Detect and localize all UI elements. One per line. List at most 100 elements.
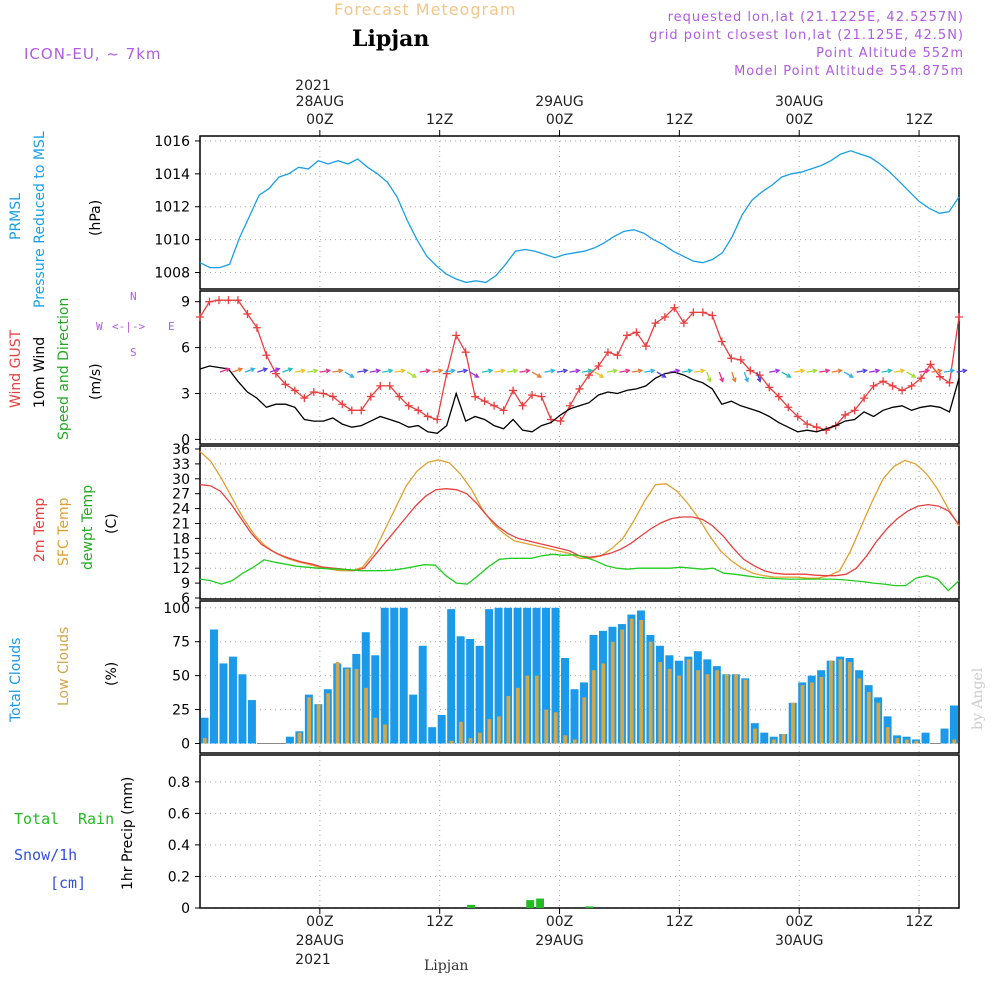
y-tick-label: 0 xyxy=(181,737,190,753)
top-hour-label: 00Z xyxy=(545,112,574,128)
station-name: Lipjan xyxy=(352,26,430,52)
cloud-low-bar xyxy=(800,685,805,744)
y-tick-label: 33 xyxy=(172,457,190,473)
footer-place: Lipjan xyxy=(424,958,469,974)
panel-frame xyxy=(199,290,960,445)
compass-rose: N S W E <-|-> xyxy=(90,290,180,360)
gust-marker xyxy=(641,342,650,351)
panel-frame xyxy=(199,600,960,754)
gust-marker xyxy=(698,308,707,317)
wind-arrow-icon xyxy=(656,371,667,378)
cloud-low-bar xyxy=(506,696,511,744)
y-tick-label: 6 xyxy=(181,341,190,357)
wind-arrow-icon xyxy=(631,368,644,374)
rain-bar xyxy=(526,900,535,908)
gust-marker xyxy=(784,403,793,412)
top-hour-label: 12Z xyxy=(425,112,454,128)
cloud-low-bar xyxy=(696,670,700,744)
cloud-low-bar xyxy=(383,724,387,744)
chart-title: Forecast Meteogram xyxy=(334,0,517,19)
cloud-total-bar xyxy=(504,607,513,744)
gust-marker xyxy=(670,303,679,312)
cloud-low-bar xyxy=(847,662,852,744)
wind-arrow-icon xyxy=(956,368,968,374)
cloud-total-bar xyxy=(418,645,427,744)
wind-arrow-icon xyxy=(794,368,806,374)
wind-arrow-icon xyxy=(369,368,381,374)
cloud-low-bar xyxy=(753,728,757,744)
compass-e: E xyxy=(168,320,175,333)
gust-marker xyxy=(765,383,774,392)
wind-arrow-icon xyxy=(232,367,244,373)
cloud-low-bar xyxy=(297,732,302,744)
gust-marker xyxy=(205,297,214,306)
bottom-hour-label: 00Z xyxy=(545,914,574,930)
y-tick-label: 0.6 xyxy=(168,806,190,822)
y-tick-label: 15 xyxy=(172,546,190,562)
gust-marker xyxy=(556,417,565,426)
wind-arrow-icon xyxy=(943,368,956,374)
y-tick-label: 50 xyxy=(172,669,190,685)
label-rain: Rain xyxy=(78,810,115,828)
cloud-low-bar xyxy=(658,662,663,744)
cloud-total-bar xyxy=(380,607,389,744)
gust-marker xyxy=(689,308,698,317)
y-tick-label: 25 xyxy=(172,703,190,719)
cloud-low-bar xyxy=(591,670,596,744)
gust-marker xyxy=(480,397,489,406)
panel-frame xyxy=(199,445,960,600)
rain-bar xyxy=(585,906,594,908)
pressure-line xyxy=(199,150,960,284)
cloud-low-bar xyxy=(724,674,729,744)
cloud-low-bar xyxy=(743,679,748,744)
cloud-low-bar xyxy=(781,734,786,744)
wind-arrow-icon xyxy=(769,368,781,374)
gust-marker xyxy=(841,410,850,419)
cloud-low-bar xyxy=(601,663,606,744)
bottom-hour-label: 00Z xyxy=(306,914,334,930)
wind-arrow-icon xyxy=(831,368,843,374)
wind-arrow-icon xyxy=(269,367,281,373)
cloud-total-bar xyxy=(532,607,541,744)
gust-marker xyxy=(613,351,622,360)
bottom-date-label: 30AUG xyxy=(774,933,824,949)
cloud-low-bar xyxy=(810,682,814,744)
wind-arrow-icon xyxy=(619,368,631,374)
panel-frame xyxy=(199,135,960,290)
model-point-altitude: Model Point Altitude 554.875m xyxy=(734,64,964,79)
model-name: ICON-EU, ~ 7km xyxy=(24,45,162,63)
wind-arrow-icon xyxy=(806,368,818,374)
gust-marker xyxy=(233,296,242,305)
compass-cross-icon: <-|-> xyxy=(112,320,146,333)
gust-marker xyxy=(603,348,612,357)
gust-marker xyxy=(679,319,688,328)
cloud-low-bar xyxy=(582,697,587,744)
gust-marker xyxy=(803,420,812,429)
label-cm: [cm] xyxy=(50,874,87,892)
gust-marker xyxy=(898,386,907,395)
y-tick-label: 27 xyxy=(172,487,190,503)
wind-arrow-icon xyxy=(606,368,619,374)
cloud-low-bar xyxy=(354,668,359,744)
cloud-total-bar xyxy=(209,629,218,744)
cloud-total-bar xyxy=(228,656,237,744)
wind-arrow-icon xyxy=(344,371,355,378)
cloud-total-bar xyxy=(428,727,437,744)
wind-arrow-icon xyxy=(581,368,594,374)
gust-marker xyxy=(224,296,233,305)
wind-arrow-icon xyxy=(544,368,556,374)
wind-arrow-icon xyxy=(244,367,256,373)
cloud-total-bar xyxy=(921,732,930,744)
gust-marker xyxy=(850,406,859,415)
gust-marker xyxy=(461,348,470,357)
bottom-date-label: 28AUG xyxy=(295,933,345,949)
wind-arrow-icon xyxy=(594,371,605,378)
y-tick-label: 30 xyxy=(172,472,190,488)
cloud-low-bar xyxy=(629,618,634,744)
wind-arrow-icon xyxy=(843,371,854,378)
gust-marker xyxy=(338,400,347,409)
bottom-hour-label: 12Z xyxy=(425,914,454,930)
y-tick-label: 0 xyxy=(181,901,190,917)
y-tick-label: 3 xyxy=(181,387,190,403)
cloud-low-bar xyxy=(885,727,890,744)
